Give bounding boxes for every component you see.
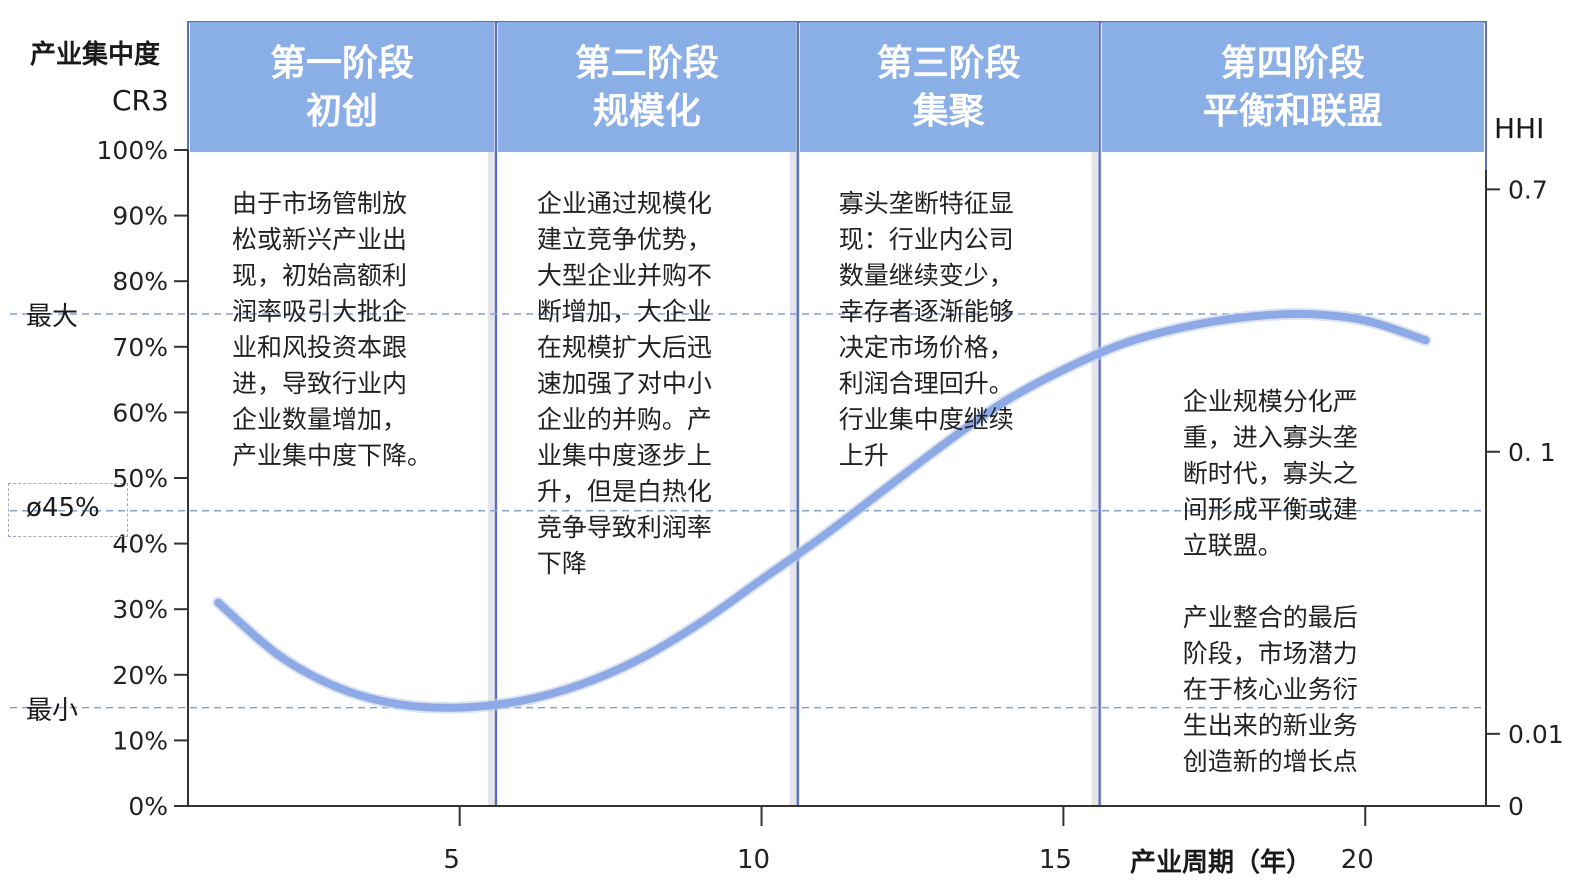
stage-divider-shadow [487, 22, 498, 806]
stage-title: 第一阶段 [269, 42, 414, 84]
left-tick-label: 20% [112, 661, 168, 690]
reference-label: 最小 [26, 695, 79, 726]
reference-label: 最大 [26, 302, 79, 332]
stage-description: 寡头垄断特征显 现：行业内公司 数量继续变少， 幸存者逐渐能够 决定市场价格， … [838, 189, 1014, 470]
x-tick-label: 5 [443, 845, 460, 875]
left-tick-label: 40% [112, 530, 168, 559]
x-tick-label: 10 [737, 845, 770, 875]
right-tick-label: 0.01 [1508, 720, 1564, 749]
stage-title: 第四阶段 [1220, 42, 1365, 84]
stage-subtitle: 规模化 [592, 90, 701, 132]
left-tick-label: 100% [97, 136, 168, 165]
reference-box [8, 482, 128, 537]
stage-description: 企业通过规模化 建立竞争优势， 大型企业并购不 断增加，大企业 在规模扩大后迅 … [536, 189, 712, 578]
reference-label: ø45% [26, 492, 100, 523]
left-axis-subtitle: CR3 [112, 84, 169, 117]
x-tick-label: 20 [1341, 845, 1374, 875]
right-tick-label: 0.7 [1508, 175, 1548, 204]
stage-description: 由于市场管制放 松或新兴产业出 现，初始高额利 润率吸引大批企 业和风投资本跟 … [231, 189, 432, 470]
stage-header: 第三阶段 集聚 [799, 22, 1098, 152]
left-tick-label: 80% [112, 267, 168, 296]
stage-description: 企业规模分化严 重，进入寡头垄 断时代，寡头之 间形成平衡或建 立联盟。 产业整… [1182, 387, 1358, 776]
left-tick-label: 0% [128, 792, 168, 821]
left-tick-label: 50% [112, 464, 168, 493]
x-tick-label: 15 [1039, 845, 1072, 875]
stage-header: 第四阶段 平衡和联盟 [1101, 22, 1484, 152]
stage-divider-shadow [789, 22, 800, 806]
stage-header: 第二阶段 规模化 [497, 22, 796, 152]
right-tick-label: 0 [1508, 792, 1524, 821]
left-tick-label: 70% [112, 333, 168, 362]
left-tick-label: 60% [112, 398, 168, 427]
left-tick-label: 90% [112, 202, 168, 231]
stage-header: 第一阶段 初创 [190, 22, 494, 152]
right-axis-title: HHI [1494, 112, 1545, 145]
stage-title: 第三阶段 [876, 42, 1021, 84]
left-tick-label: 30% [112, 595, 168, 624]
stage-subtitle: 初创 [305, 90, 378, 132]
left-tick-label: 10% [112, 726, 168, 755]
x-axis-label: 产业周期（年） [1130, 848, 1313, 878]
stage-divider-shadow [1091, 22, 1102, 806]
right-tick-label: 0. 1 [1508, 438, 1556, 467]
left-axis-title: 产业集中度 [30, 40, 161, 70]
stage-title: 第二阶段 [574, 42, 719, 84]
stage-subtitle: 集聚 [912, 90, 985, 132]
cr3-curve [214, 309, 1430, 712]
stage-subtitle: 平衡和联盟 [1202, 90, 1383, 132]
